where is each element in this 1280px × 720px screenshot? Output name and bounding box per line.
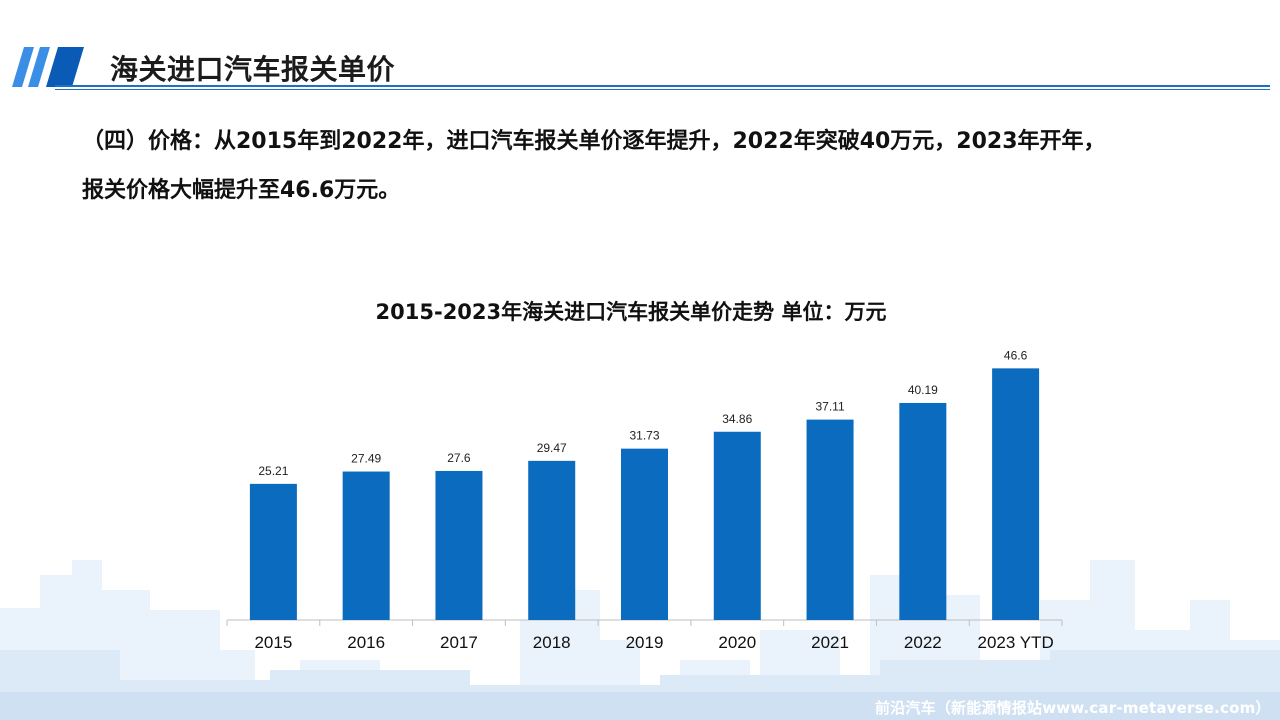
bar-2016 <box>342 471 390 620</box>
data-label: 29.47 <box>537 441 567 455</box>
bar-2018 <box>528 460 576 620</box>
x-tick-label: 2018 <box>533 633 571 652</box>
title-bar: 海关进口汽车报关单价 <box>0 40 1280 96</box>
data-label: 46.6 <box>1004 348 1028 362</box>
bar-2015 <box>249 483 297 620</box>
bar-2019 <box>621 448 668 620</box>
x-tick-label: 2015 <box>254 633 292 652</box>
bar-2023-ytd <box>992 368 1040 620</box>
data-label: 27.49 <box>351 452 381 466</box>
data-label: 37.11 <box>815 400 844 414</box>
data-label: 31.73 <box>629 429 659 443</box>
data-label: 27.6 <box>447 451 471 465</box>
bar-2020 <box>713 431 761 620</box>
description-paragraph: （四）价格：从2015年到2022年，进口汽车报关单价逐年提升，2022年突破4… <box>82 117 1242 215</box>
bar-2021 <box>806 419 854 620</box>
x-tick-label: 2023 YTD <box>977 633 1053 652</box>
stripes-logo-icon <box>12 47 84 87</box>
x-tick-label: 2016 <box>347 633 385 652</box>
x-tick-label: 2020 <box>718 633 756 652</box>
page-title: 海关进口汽车报关单价 <box>110 53 396 86</box>
bar-2017 <box>435 470 483 620</box>
data-label: 40.19 <box>908 383 938 397</box>
x-tick-label: 2021 <box>811 633 849 652</box>
watermark-text: 前沿汽车（新能源情报站www.car-metaverse.com） <box>875 699 1271 717</box>
bar-2022 <box>899 402 947 620</box>
x-tick-label: 2022 <box>904 633 942 652</box>
chart-title: 2015-2023年海关进口汽车报关单价走势 单位：万元 <box>375 300 887 324</box>
description-line-1: （四）价格：从2015年到2022年，进口汽车报关单价逐年提升，2022年突破4… <box>82 129 1106 154</box>
data-label: 25.21 <box>258 464 288 478</box>
description-line-2: 报关价格大幅提升至46.6万元。 <box>82 178 401 203</box>
data-label: 34.86 <box>722 412 752 426</box>
x-tick-label: 2017 <box>440 633 478 652</box>
title-divider <box>55 85 1270 90</box>
x-tick-label: 2019 <box>626 633 664 652</box>
